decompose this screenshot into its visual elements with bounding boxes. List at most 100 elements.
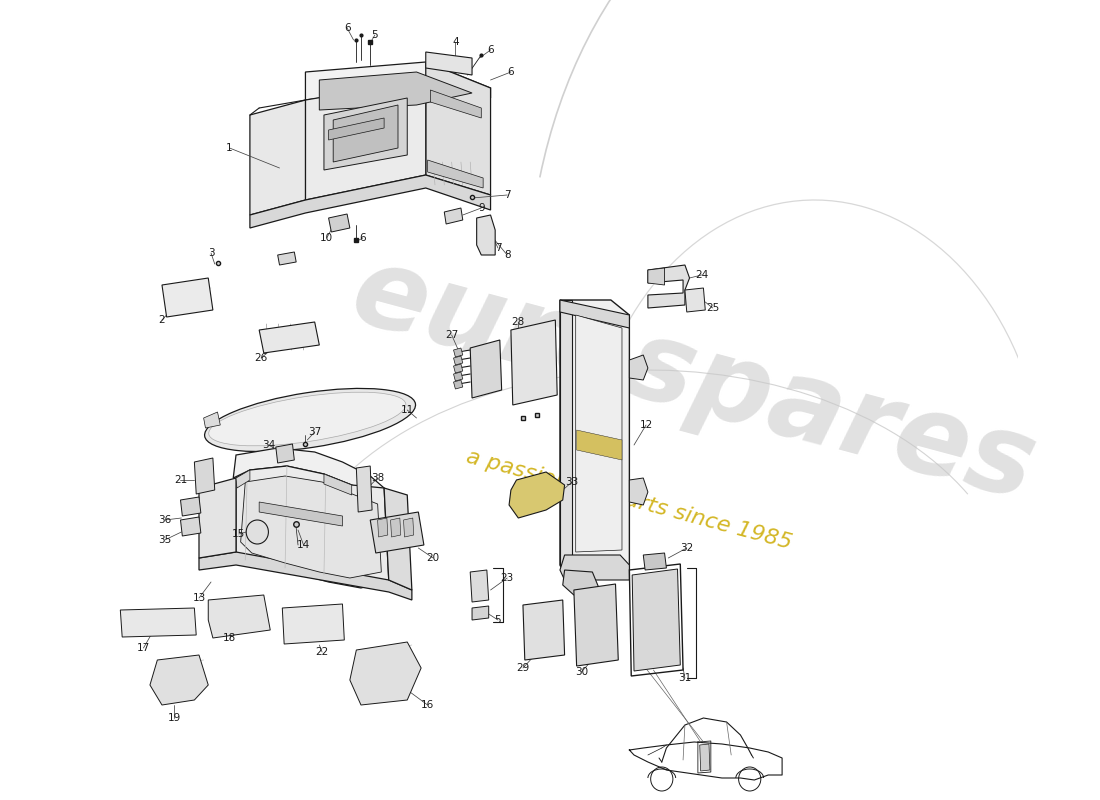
Polygon shape [323,474,352,495]
Polygon shape [522,600,564,660]
Polygon shape [236,466,388,588]
Polygon shape [648,268,664,285]
Polygon shape [319,72,472,110]
Polygon shape [560,300,629,328]
Polygon shape [430,90,482,118]
Polygon shape [509,472,564,518]
Polygon shape [629,478,648,505]
Text: 1: 1 [227,143,233,153]
Polygon shape [195,458,214,494]
Polygon shape [260,502,342,526]
Polygon shape [260,322,319,353]
Polygon shape [306,62,491,100]
Polygon shape [180,517,201,536]
Text: 38: 38 [371,473,384,483]
Text: 37: 37 [308,427,321,437]
Text: 32: 32 [680,543,693,553]
Text: 7: 7 [495,243,502,253]
Polygon shape [384,488,411,590]
Text: 5: 5 [495,615,502,625]
Ellipse shape [205,389,416,451]
Text: 6: 6 [487,45,494,55]
Text: 6: 6 [344,23,351,33]
Polygon shape [629,355,648,380]
Circle shape [246,520,268,544]
Polygon shape [470,570,488,602]
Text: 25: 25 [706,303,719,313]
Text: 8: 8 [504,250,510,260]
Polygon shape [241,476,382,578]
Text: 4: 4 [452,37,459,47]
Polygon shape [371,512,424,553]
Polygon shape [180,497,201,516]
Text: 20: 20 [427,553,440,563]
Text: 23: 23 [500,573,514,583]
Text: 12: 12 [639,420,652,430]
Polygon shape [428,160,483,188]
Polygon shape [323,98,407,170]
Text: 17: 17 [136,643,150,653]
Text: 31: 31 [679,673,692,683]
Polygon shape [233,448,384,495]
Text: 10: 10 [320,233,333,243]
Text: 11: 11 [400,405,414,415]
Polygon shape [208,595,271,638]
Polygon shape [277,252,296,265]
Polygon shape [276,444,295,463]
Polygon shape [377,518,388,537]
Text: 3: 3 [208,248,214,258]
Text: 16: 16 [421,700,434,710]
Polygon shape [510,320,558,405]
Text: 22: 22 [316,647,329,657]
Polygon shape [453,380,463,389]
Polygon shape [329,214,350,232]
Polygon shape [199,552,411,600]
Text: 9: 9 [478,203,485,213]
Polygon shape [356,466,372,512]
Text: 15: 15 [232,529,245,539]
Polygon shape [632,569,680,671]
Polygon shape [426,52,472,75]
Polygon shape [574,584,618,666]
Polygon shape [199,478,236,558]
Text: 27: 27 [446,330,459,340]
Polygon shape [329,118,384,140]
Polygon shape [306,80,426,200]
Text: 6: 6 [507,67,514,77]
Polygon shape [476,215,495,255]
Polygon shape [250,100,306,215]
Text: 13: 13 [192,593,206,603]
Polygon shape [575,315,622,552]
Text: 24: 24 [695,270,708,280]
Polygon shape [250,175,491,228]
Polygon shape [333,105,398,162]
Text: 28: 28 [512,317,525,327]
Polygon shape [576,430,621,460]
Polygon shape [150,655,208,705]
Text: eurospares: eurospares [341,238,1047,522]
Ellipse shape [209,392,406,446]
Text: 34: 34 [262,440,275,450]
Polygon shape [563,570,600,595]
Polygon shape [560,555,629,580]
Polygon shape [120,608,196,637]
Text: 35: 35 [158,535,172,545]
Polygon shape [404,518,414,537]
Polygon shape [470,340,502,398]
Text: 2: 2 [158,315,165,325]
Polygon shape [644,553,667,570]
Polygon shape [283,604,344,644]
Polygon shape [444,208,463,224]
Text: 29: 29 [516,663,529,673]
Polygon shape [685,288,705,312]
Text: a passion for parts since 1985: a passion for parts since 1985 [464,447,794,553]
Text: 33: 33 [565,477,579,487]
Polygon shape [560,300,629,575]
Polygon shape [390,518,400,537]
Text: 18: 18 [223,633,236,643]
Polygon shape [426,62,491,195]
Text: 30: 30 [574,667,587,677]
Polygon shape [453,364,463,373]
Polygon shape [648,265,690,308]
Polygon shape [453,356,463,365]
